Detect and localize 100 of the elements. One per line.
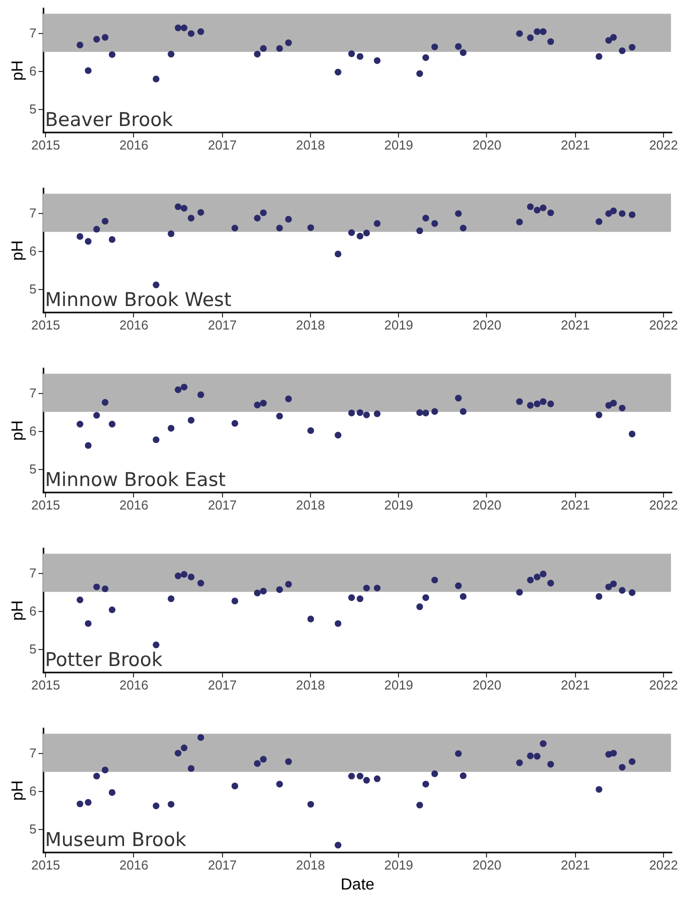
x-tick-label: 2017 <box>208 678 237 692</box>
x-tick-label: 2019 <box>384 858 414 872</box>
y-axis-title: pH <box>9 420 26 441</box>
point <box>197 734 204 741</box>
point <box>108 51 116 58</box>
annotation: Beaver Brook <box>45 109 173 131</box>
x-tick-label: 2015 <box>31 498 60 512</box>
point <box>93 36 100 43</box>
annotation: Minnow Brook East <box>45 469 226 491</box>
annotation: Potter Brook <box>45 649 163 671</box>
point <box>455 210 462 217</box>
point <box>260 756 267 763</box>
point <box>431 44 438 50</box>
point <box>93 772 100 780</box>
point <box>610 750 617 757</box>
point <box>276 224 283 232</box>
point <box>254 760 261 767</box>
point <box>84 799 92 806</box>
y-tick-label: 7 <box>29 205 36 220</box>
x-tick-label: 2018 <box>296 858 325 872</box>
point <box>76 42 84 48</box>
point <box>596 53 602 60</box>
point <box>363 230 370 236</box>
point <box>334 250 342 258</box>
y-tick-label: 5 <box>29 642 36 657</box>
point <box>197 391 204 398</box>
point <box>285 396 292 402</box>
x-tick-label: 2016 <box>119 318 148 332</box>
x-tick-label: 2017 <box>208 318 237 332</box>
x-tick-label: 2020 <box>472 318 502 332</box>
point <box>174 572 182 580</box>
point <box>174 750 182 757</box>
y-axis-title: pH <box>9 780 26 801</box>
x-tick-label: 2016 <box>119 678 148 692</box>
point <box>356 772 364 780</box>
point <box>84 67 92 74</box>
point <box>108 789 116 796</box>
point <box>188 416 194 424</box>
point <box>516 218 523 226</box>
point <box>534 574 540 580</box>
x-tick-label: 2017 <box>208 138 237 152</box>
point <box>596 593 602 600</box>
point <box>618 210 626 217</box>
point <box>174 203 182 210</box>
x-tick-label: 2021 <box>560 498 590 512</box>
x-tick-label: 2022 <box>649 318 678 332</box>
point <box>356 53 364 60</box>
point <box>534 400 540 408</box>
x-tick-label: 2022 <box>649 858 678 872</box>
point <box>460 593 467 600</box>
x-tick-label: 2016 <box>119 858 148 872</box>
y-tick-label: 5 <box>29 822 36 837</box>
point <box>431 220 438 227</box>
point <box>422 594 430 601</box>
point <box>108 420 116 428</box>
point <box>348 229 355 236</box>
point <box>547 400 554 408</box>
point <box>605 584 612 590</box>
point <box>416 603 424 610</box>
x-tick-label: 2015 <box>31 858 60 872</box>
point <box>527 576 534 584</box>
point <box>348 50 355 58</box>
point <box>431 770 438 778</box>
point <box>596 218 602 225</box>
x-tick-label: 2021 <box>560 138 590 152</box>
point <box>540 398 547 405</box>
x-axis-title: Date <box>340 876 374 894</box>
point <box>374 57 381 64</box>
point <box>527 34 534 42</box>
point <box>197 28 204 36</box>
x-tick-label: 2019 <box>384 678 414 692</box>
point <box>374 220 381 227</box>
point <box>516 588 523 596</box>
y-tick-label: 7 <box>29 565 36 580</box>
point <box>455 394 462 402</box>
point <box>363 412 370 418</box>
point <box>540 28 547 36</box>
point <box>416 70 424 77</box>
x-tick-label: 2019 <box>384 318 414 332</box>
x-tick-label: 2022 <box>649 678 678 692</box>
point <box>93 412 100 419</box>
point <box>307 616 314 622</box>
point <box>618 404 626 412</box>
point <box>102 34 108 41</box>
point <box>168 230 174 238</box>
point <box>455 750 462 757</box>
point <box>180 384 188 390</box>
point <box>76 596 84 604</box>
point <box>628 430 636 438</box>
x-tick-label: 2015 <box>31 678 60 692</box>
point <box>516 759 523 766</box>
point <box>232 420 238 427</box>
point <box>152 76 160 82</box>
point <box>431 408 438 415</box>
point <box>356 232 364 240</box>
point <box>93 226 100 233</box>
point <box>285 216 292 223</box>
y-tick-label: 5 <box>29 462 36 477</box>
y-tick-label: 6 <box>29 423 36 438</box>
point <box>102 766 108 774</box>
